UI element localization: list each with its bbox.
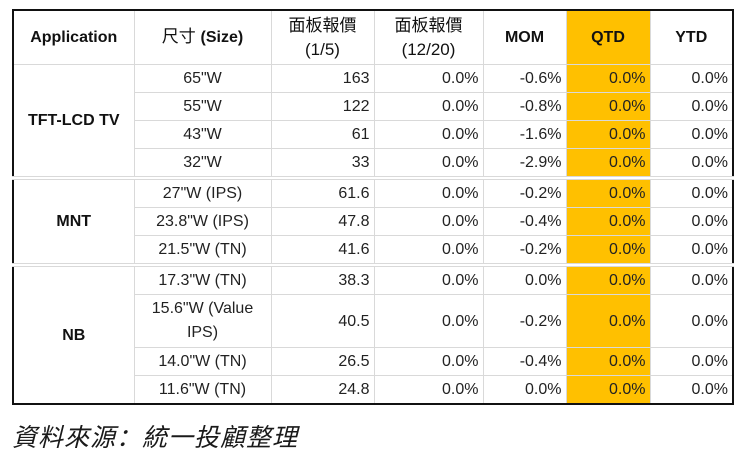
size-cell: 21.5"W (TN) [133, 235, 272, 266]
price-prev-cell: 0.0% [373, 207, 484, 236]
mom-cell: -0.6% [482, 64, 567, 93]
ytd-cell: 0.0% [649, 207, 734, 236]
mom-cell: -0.2% [482, 294, 567, 348]
ytd-cell: 0.0% [649, 375, 734, 405]
size-cell: 17.3"W (TN) [133, 263, 272, 295]
price-current-cell: 40.5 [270, 294, 375, 348]
mom-cell: -0.2% [482, 235, 567, 266]
ytd-cell: 0.0% [649, 176, 734, 208]
ytd-cell: 0.0% [649, 263, 734, 295]
table-row: 11.6"W (TN) 24.8 0.0% 0.0% 0.0% 0.0% [13, 375, 734, 405]
size-cell: 65"W [133, 64, 272, 93]
header-price-current-line1: 面板報價 [288, 15, 357, 35]
price-prev-cell: 0.0% [373, 263, 484, 295]
header-mom: MOM [482, 9, 567, 65]
price-current-cell: 163 [270, 64, 375, 93]
price-current-cell: 47.8 [270, 207, 375, 236]
table-row: 14.0"W (TN) 26.5 0.0% -0.4% 0.0% 0.0% [13, 347, 734, 376]
price-prev-cell: 0.0% [373, 120, 484, 149]
qtd-cell: 0.0% [565, 294, 651, 348]
size-cell: 43"W [133, 120, 272, 149]
table-row: 21.5"W (TN) 41.6 0.0% -0.2% 0.0% 0.0% [13, 235, 734, 266]
price-prev-cell: 0.0% [373, 235, 484, 266]
table-row: 23.8"W (IPS) 47.8 0.0% -0.4% 0.0% 0.0% [13, 207, 734, 236]
application-cell-tv: TFT-LCD TV [12, 64, 135, 179]
header-row: Application 尺寸 (Size) 面板報價 (1/5) 面板報價 (12/… [12, 9, 734, 65]
qtd-cell: 0.0% [565, 347, 651, 376]
qtd-cell: 0.0% [565, 207, 651, 236]
price-current-cell: 33 [270, 148, 375, 179]
price-current-cell: 41.6 [270, 235, 375, 266]
panel-price-table-container: Application 尺寸 (Size) 面板報價 (1/5) 面板報價 (12/… [12, 9, 734, 405]
ytd-cell: 0.0% [649, 294, 734, 348]
table-row: 43"W 61 0.0% -1.6% 0.0% 0.0% [13, 120, 734, 149]
qtd-cell: 0.0% [565, 92, 651, 121]
qtd-cell: 0.0% [565, 176, 651, 208]
header-qtd: QTD [565, 9, 651, 65]
header-price-prev: 面板報價 (12/20) [373, 9, 484, 65]
price-prev-cell: 0.0% [373, 64, 484, 93]
table-row: MNT 27"W (IPS) 61.6 0.0% -0.2% 0.0% 0.0% [12, 176, 734, 266]
size-cell: 55"W [133, 92, 272, 121]
mom-cell: -0.8% [482, 92, 567, 121]
header-size-cjk: 尺寸 [161, 27, 196, 46]
size-cell: 11.6"W (TN) [133, 375, 272, 405]
mom-cell: -0.2% [482, 176, 567, 208]
qtd-cell: 0.0% [565, 235, 651, 266]
application-cell-nb: NB [12, 263, 135, 405]
price-prev-cell: 0.0% [373, 375, 484, 405]
header-price-current-line2: (1/5) [305, 39, 340, 59]
qtd-cell: 0.0% [565, 64, 651, 93]
price-prev-cell: 0.0% [373, 347, 484, 376]
ytd-cell: 0.0% [649, 120, 734, 149]
price-prev-cell: 0.0% [373, 92, 484, 121]
price-current-cell: 61 [270, 120, 375, 149]
size-cell: 23.8"W (IPS) [133, 207, 272, 236]
mom-cell: -0.4% [482, 207, 567, 236]
price-current-cell: 38.3 [270, 263, 375, 295]
price-current-cell: 122 [270, 92, 375, 121]
qtd-cell: 0.0% [565, 148, 651, 179]
size-cell: 27"W (IPS) [133, 176, 272, 208]
price-current-cell: 24.8 [270, 375, 375, 405]
mom-cell: 0.0% [482, 375, 567, 405]
header-size-en: (Size) [200, 29, 244, 46]
source-caption: 資料來源：統一投顧整理 [12, 423, 299, 452]
panel-price-table: Application 尺寸 (Size) 面板報價 (1/5) 面板報價 (12/… [12, 9, 734, 405]
header-size: 尺寸 (Size) [133, 9, 272, 65]
price-prev-cell: 0.0% [373, 176, 484, 208]
mom-cell: -1.6% [482, 120, 567, 149]
header-application: Application [12, 9, 135, 65]
ytd-cell: 0.0% [649, 64, 734, 93]
ytd-cell: 0.0% [649, 235, 734, 266]
ytd-cell: 0.0% [649, 347, 734, 376]
ytd-cell: 0.0% [649, 148, 734, 179]
header-price-prev-line2: (12/20) [401, 39, 456, 59]
price-current-cell: 26.5 [270, 347, 375, 376]
qtd-cell: 0.0% [565, 263, 651, 295]
size-cell: 15.6"W (Value IPS) [133, 294, 272, 348]
header-price-prev-line1: 面板報價 [394, 15, 463, 35]
price-prev-cell: 0.0% [373, 148, 484, 179]
header-ytd: YTD [649, 9, 734, 65]
table-row: 32"W 33 0.0% -2.9% 0.0% 0.0% [13, 148, 734, 179]
price-prev-cell: 0.0% [373, 294, 484, 348]
header-price-current: 面板報價 (1/5) [270, 9, 375, 65]
size-cell: 32"W [133, 148, 272, 179]
table-row: TFT-LCD TV 65"W 163 0.0% -0.6% 0.0% 0.0% [12, 64, 734, 179]
application-cell-mnt: MNT [12, 176, 135, 266]
size-cell: 14.0"W (TN) [133, 347, 272, 376]
mom-cell: -0.4% [482, 347, 567, 376]
qtd-cell: 0.0% [565, 120, 651, 149]
ytd-cell: 0.0% [649, 92, 734, 121]
table-row: 55"W 122 0.0% -0.8% 0.0% 0.0% [13, 92, 734, 121]
mom-cell: 0.0% [482, 263, 567, 295]
price-current-cell: 61.6 [270, 176, 375, 208]
qtd-cell: 0.0% [565, 375, 651, 405]
table-row: NB 17.3"W (TN) 38.3 0.0% 0.0% 0.0% 0.0% [12, 263, 734, 405]
mom-cell: -2.9% [482, 148, 567, 179]
